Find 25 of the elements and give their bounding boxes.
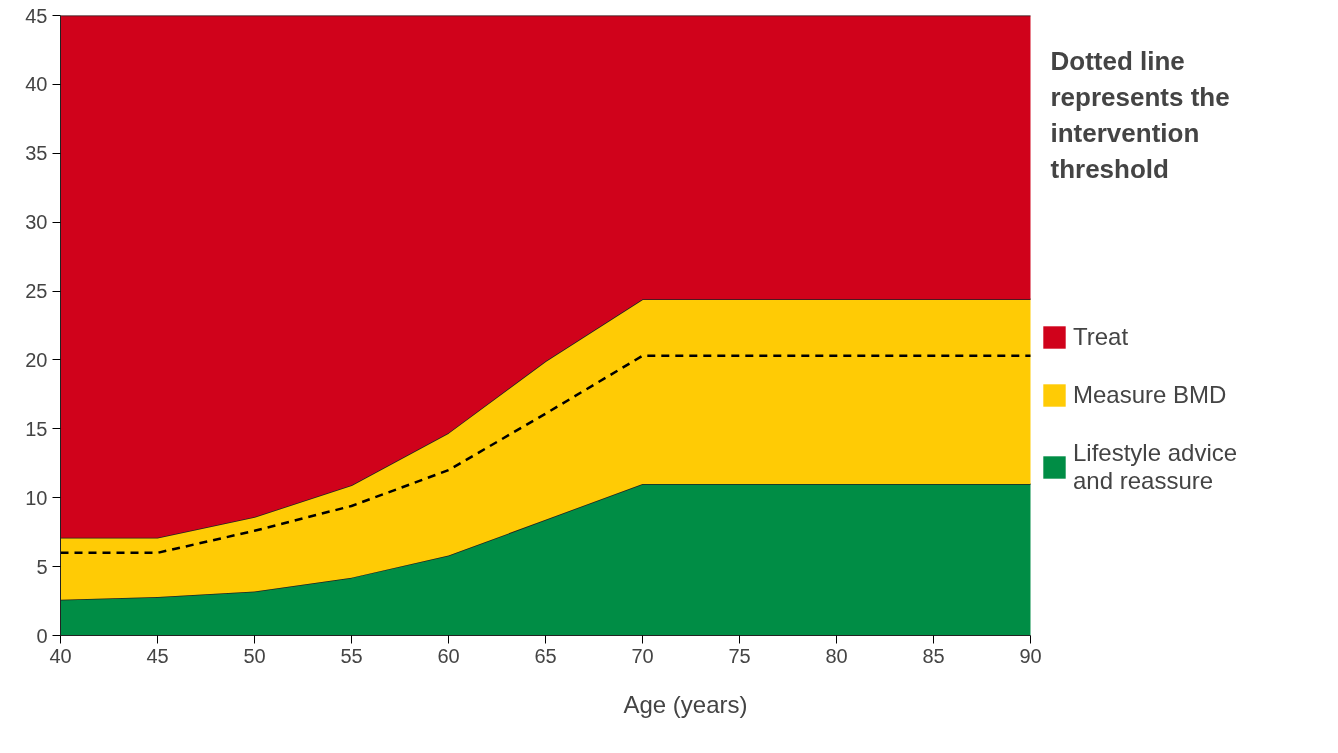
y-tick-label: 40 <box>25 73 48 96</box>
legend-label: Treat <box>1073 323 1129 351</box>
y-tick-label: 5 <box>36 555 48 578</box>
y-tick-label: 20 <box>25 348 48 371</box>
x-tick-label: 65 <box>534 644 557 667</box>
y-tick-label: 30 <box>25 211 48 234</box>
text: Dotted line represents the intervention threshold <box>1050 45 1230 184</box>
x-tick-label: 75 <box>728 644 751 667</box>
legend-label: Measure BMD <box>1073 381 1227 409</box>
x-tick-label: 80 <box>825 644 848 667</box>
y-tick-label: 0 <box>36 624 48 647</box>
y-tick-label: 15 <box>25 417 48 440</box>
legend-label: Lifestyle advice and reassure <box>1073 439 1238 495</box>
x-tick-label: 90 <box>1019 644 1042 667</box>
x-tick-label: 50 <box>243 644 266 667</box>
x-tick-label: 45 <box>146 644 169 667</box>
x-tick-label: 60 <box>437 644 460 667</box>
x-tick-label: 70 <box>631 644 654 667</box>
x-axis-title: Age (years) <box>623 690 748 718</box>
y-tick-label: 25 <box>25 280 48 303</box>
x-tick-label: 55 <box>340 644 363 667</box>
y-tick-label: 10 <box>25 486 48 509</box>
x-tick-label: 85 <box>922 644 945 667</box>
y-tick-label: 35 <box>25 142 48 165</box>
y-tick-label: 45 <box>25 4 48 27</box>
